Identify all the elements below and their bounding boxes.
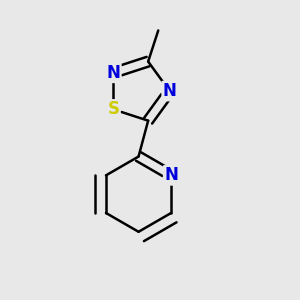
- Text: S: S: [107, 100, 119, 118]
- Text: N: N: [163, 82, 177, 100]
- Text: N: N: [106, 64, 120, 82]
- Text: N: N: [164, 167, 178, 184]
